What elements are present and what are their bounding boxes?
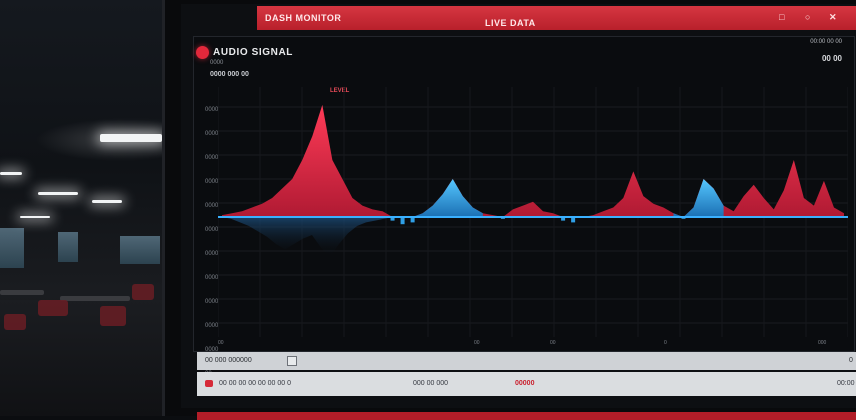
waveform-reflection <box>222 217 393 257</box>
table <box>60 296 130 301</box>
close-icon[interactable]: ✕ <box>829 12 838 22</box>
status-right: 0 <box>849 357 853 364</box>
footer-bar: 00 00 00 00 00 00 00 0 000 00 000 00000 … <box>197 372 856 396</box>
circle-icon[interactable]: ○ <box>805 12 811 22</box>
x-tick-label: 00 <box>218 340 224 346</box>
legend-label: LEVEL <box>330 88 350 94</box>
panel-metrics: 0000 000 00 <box>210 71 249 78</box>
meta-top: 00:00 00 00 <box>810 39 842 45</box>
record-indicator-icon <box>196 46 209 59</box>
y-tick-label: 0000 <box>205 299 219 305</box>
waveform-dip <box>400 217 405 225</box>
ceiling-light <box>100 134 162 142</box>
x-tick-label: 00 <box>550 340 556 346</box>
status-bar: 00 000 000000 0 <box>197 352 856 370</box>
window <box>0 228 24 268</box>
y-tick-label: 0000 <box>205 131 219 137</box>
panel-subtitle: 0000 <box>210 60 224 66</box>
footer-mid: 000 00 000 <box>413 380 449 387</box>
y-tick-label: 0000 <box>205 227 219 233</box>
panel-title: AUDIO SIGNAL <box>213 47 293 58</box>
chair <box>4 314 26 330</box>
waveform-area-highlight <box>673 179 724 217</box>
footer-alert: 00000 <box>515 380 535 387</box>
ceiling-light <box>20 216 50 218</box>
waveform-chart <box>218 87 848 337</box>
y-tick-label: 0000 <box>205 107 219 113</box>
status-checkbox[interactable] <box>287 356 297 366</box>
y-tick-label: 0000 <box>205 347 219 353</box>
title-bar: DASH MONITOR LIVE DATA □ ○ ✕ <box>257 6 856 30</box>
chair <box>132 284 154 300</box>
y-tick-label: 0000 <box>205 155 219 161</box>
y-tick-label: 0000 <box>205 251 219 257</box>
chair <box>100 306 126 326</box>
bottom-accent-strip <box>197 412 856 420</box>
y-tick-label: 0000 <box>205 179 219 185</box>
window <box>120 236 160 264</box>
waveform-dip <box>390 217 395 221</box>
footer-right: 00:00 <box>837 380 855 387</box>
panel-meta: 00:00 00 00 00 00 <box>810 39 842 63</box>
y-tick-label: 0000 <box>205 203 219 209</box>
title-bar-center-label: LIVE DATA <box>485 18 536 28</box>
ceiling-light <box>0 172 22 175</box>
window-icon[interactable]: □ <box>779 12 785 22</box>
footer-items: 00 00 00 00 00 00 00 0 <box>219 380 292 387</box>
y-tick-label: 0000 <box>205 275 219 281</box>
chart-panel: AUDIO SIGNAL 0000 0000 000 00 LEVEL 00:0… <box>193 36 855 377</box>
dashboard-app: DASH MONITOR LIVE DATA □ ○ ✕ AUDIO SIGNA… <box>181 4 856 420</box>
x-tick-label: 000 <box>818 340 827 346</box>
x-tick-label: 0 <box>664 340 667 346</box>
y-tick-label: 0000 <box>205 323 219 329</box>
waveform-dip <box>571 217 576 223</box>
ceiling-light <box>38 192 78 195</box>
table <box>0 290 44 295</box>
waveform-dip <box>561 217 566 221</box>
ceiling-light <box>92 200 122 203</box>
waveform-area-positive <box>222 104 844 217</box>
app-title: DASH MONITOR <box>265 13 342 23</box>
chair <box>38 300 68 316</box>
waveform-dip <box>410 217 415 223</box>
monitor: DASH MONITOR LIVE DATA □ ○ ✕ AUDIO SIGNA… <box>162 0 856 420</box>
x-tick-label: 00 <box>474 340 480 346</box>
record-icon[interactable] <box>205 380 213 387</box>
status-left: 00 000 000000 <box>205 357 252 364</box>
meta-bottom: 00 00 <box>821 54 842 63</box>
waveform-area-highlight <box>392 179 483 217</box>
window <box>58 232 78 262</box>
floor <box>0 300 170 416</box>
